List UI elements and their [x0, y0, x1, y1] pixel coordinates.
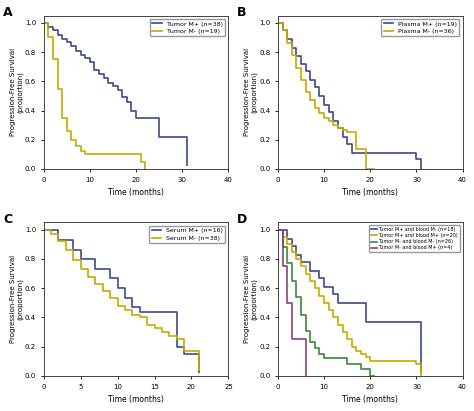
- Y-axis label: Progression-Free Survival
(proportion): Progression-Free Survival (proportion): [244, 48, 258, 136]
- Text: A: A: [3, 7, 13, 19]
- Y-axis label: Progression-Free Survival
(proportion): Progression-Free Survival (proportion): [10, 255, 23, 343]
- Y-axis label: Progression-Free Survival
(proportion): Progression-Free Survival (proportion): [244, 255, 258, 343]
- Legend: Serum M+ (n=16), Serum M- (n=38): Serum M+ (n=16), Serum M- (n=38): [149, 226, 225, 243]
- Legend: Tumor M+ and blood M- (n=18), Tumor M+ and blood M+ (n=20), Tumor M- and blood M: Tumor M+ and blood M- (n=18), Tumor M+ a…: [369, 225, 460, 252]
- Text: B: B: [237, 7, 247, 19]
- Legend: Plasma M+ (n=19), Plasma M- (n=36): Plasma M+ (n=19), Plasma M- (n=36): [381, 18, 459, 36]
- Text: C: C: [3, 213, 12, 226]
- X-axis label: Time (months): Time (months): [342, 395, 398, 404]
- X-axis label: Time (months): Time (months): [108, 395, 164, 404]
- Legend: Tumor M+ (n=38), Tumor M- (n=19): Tumor M+ (n=38), Tumor M- (n=19): [150, 18, 225, 36]
- X-axis label: Time (months): Time (months): [108, 188, 164, 197]
- Y-axis label: Progression-Free Survival
(proportion): Progression-Free Survival (proportion): [10, 48, 23, 136]
- X-axis label: Time (months): Time (months): [342, 188, 398, 197]
- Text: D: D: [237, 213, 247, 226]
